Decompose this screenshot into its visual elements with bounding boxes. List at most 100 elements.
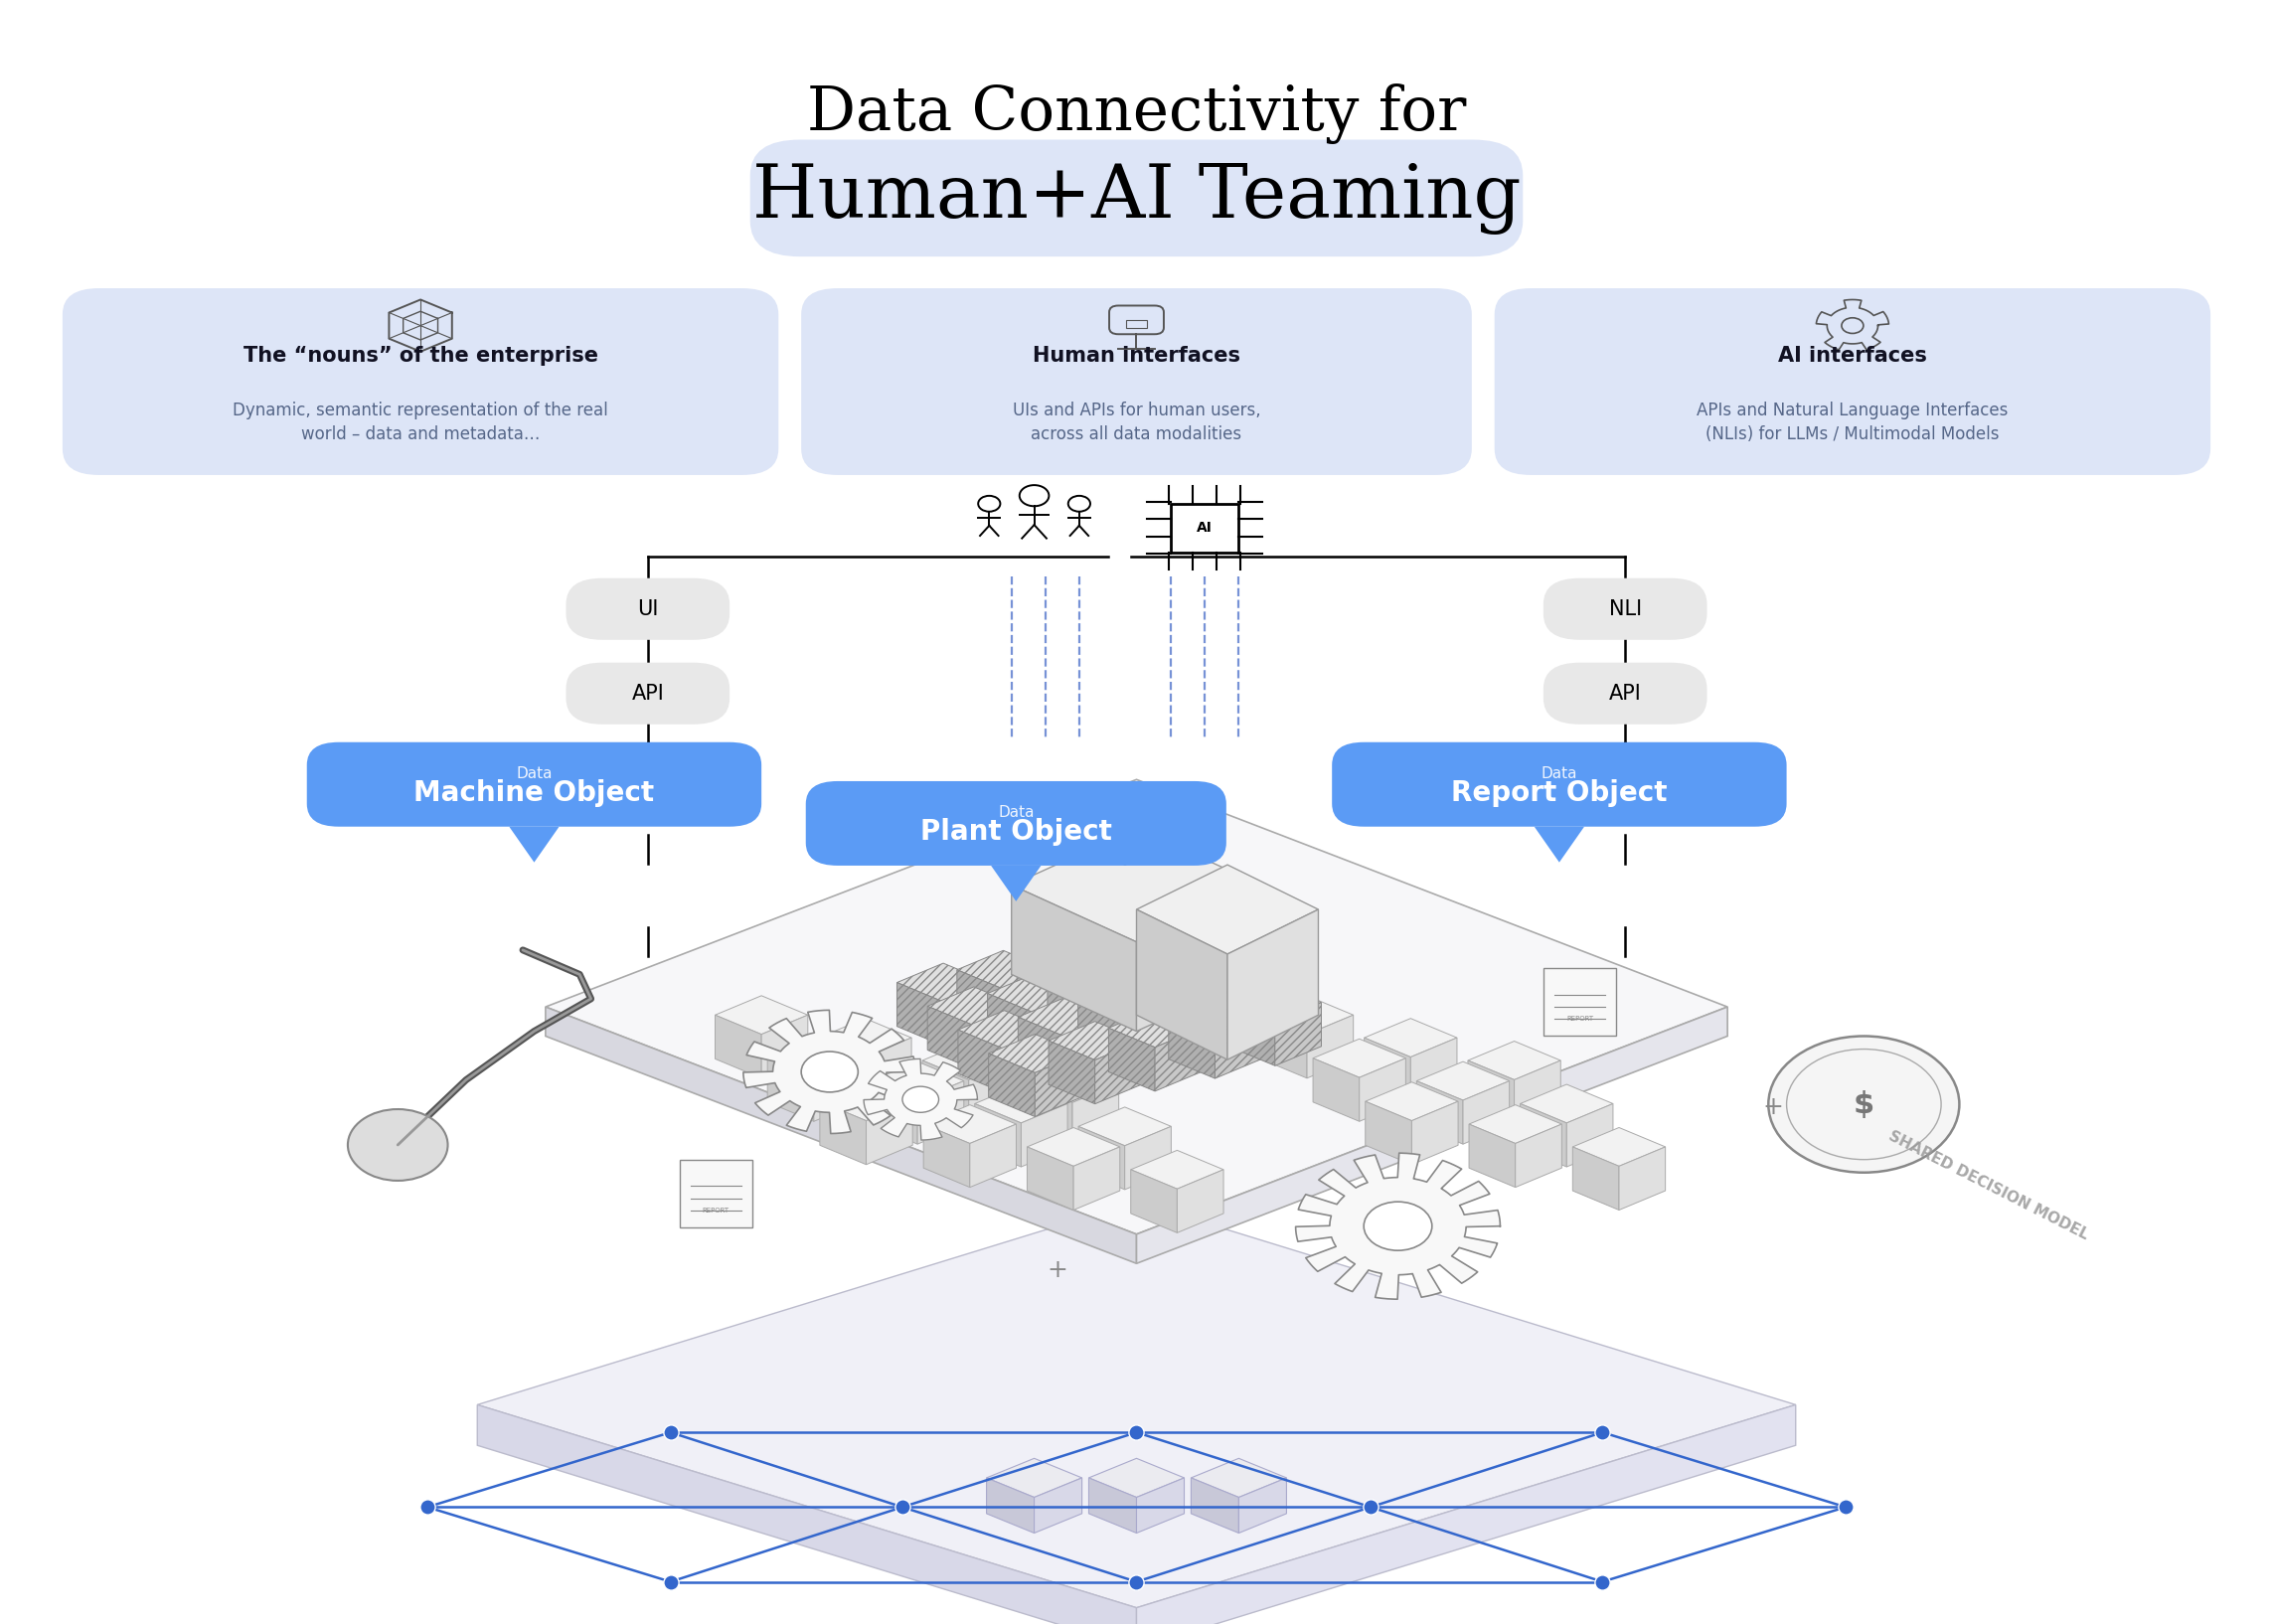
Polygon shape [509, 827, 559, 862]
Text: API: API [1609, 684, 1641, 703]
Polygon shape [1262, 996, 1352, 1034]
Text: +: + [1762, 1096, 1784, 1119]
Polygon shape [1011, 828, 1262, 942]
Polygon shape [1136, 909, 1227, 1060]
Polygon shape [1136, 1007, 1727, 1263]
Polygon shape [1136, 1478, 1184, 1533]
Polygon shape [1064, 1017, 1111, 1080]
Polygon shape [1230, 983, 1321, 1021]
Polygon shape [1130, 1169, 1177, 1233]
Polygon shape [864, 1059, 977, 1140]
Point [409, 1494, 446, 1520]
Polygon shape [1077, 1127, 1125, 1190]
Polygon shape [1155, 968, 1200, 1031]
Polygon shape [1412, 1038, 1457, 1101]
Polygon shape [1125, 1004, 1171, 1067]
Polygon shape [1184, 932, 1230, 996]
Polygon shape [1048, 1021, 1141, 1060]
Polygon shape [1364, 1018, 1457, 1057]
Polygon shape [1077, 1004, 1125, 1067]
Polygon shape [814, 1059, 859, 1122]
FancyBboxPatch shape [800, 289, 1471, 474]
Polygon shape [1016, 957, 1064, 1020]
Polygon shape [1139, 992, 1184, 1056]
Polygon shape [1021, 1104, 1068, 1168]
Text: Data: Data [1541, 767, 1577, 781]
Point [1118, 1419, 1155, 1445]
Polygon shape [871, 1082, 918, 1145]
Circle shape [902, 1086, 939, 1112]
Polygon shape [927, 1007, 973, 1069]
Text: Human+AI Teaming: Human+AI Teaming [752, 162, 1521, 234]
Polygon shape [1262, 1015, 1307, 1078]
Polygon shape [1089, 1458, 1184, 1497]
Point [884, 1494, 921, 1520]
Polygon shape [1198, 979, 1243, 1043]
Polygon shape [1077, 1108, 1171, 1147]
Polygon shape [1239, 1478, 1287, 1533]
Polygon shape [1136, 885, 1262, 1031]
Polygon shape [1168, 996, 1262, 1034]
Polygon shape [1077, 944, 1123, 1007]
Polygon shape [1314, 1039, 1405, 1078]
Polygon shape [1136, 932, 1184, 996]
Polygon shape [818, 1038, 866, 1101]
Text: SHARED DECISION MODEL: SHARED DECISION MODEL [1887, 1129, 2091, 1242]
Text: REPORT: REPORT [702, 1208, 730, 1213]
Polygon shape [923, 1104, 1016, 1143]
Polygon shape [1468, 1124, 1516, 1187]
FancyBboxPatch shape [1543, 968, 1616, 1036]
Polygon shape [1216, 1015, 1262, 1078]
FancyBboxPatch shape [805, 781, 1227, 866]
Polygon shape [1573, 1127, 1666, 1166]
Polygon shape [957, 950, 1050, 989]
Polygon shape [943, 983, 989, 1046]
Polygon shape [1034, 1054, 1082, 1117]
Polygon shape [546, 1007, 1136, 1263]
Polygon shape [1416, 1062, 1509, 1101]
Text: API: API [632, 684, 664, 703]
Text: AI interfaces: AI interfaces [1777, 346, 1928, 365]
FancyBboxPatch shape [680, 1160, 752, 1228]
Polygon shape [1027, 1127, 1121, 1166]
Polygon shape [477, 1202, 1796, 1608]
Polygon shape [1359, 1059, 1405, 1122]
Polygon shape [716, 996, 807, 1034]
Polygon shape [1048, 961, 1141, 1000]
Polygon shape [1109, 1028, 1155, 1091]
Polygon shape [1243, 979, 1291, 1043]
Polygon shape [1048, 981, 1093, 1044]
Polygon shape [1027, 1147, 1073, 1210]
Circle shape [1768, 1036, 1959, 1173]
Polygon shape [1136, 1405, 1796, 1624]
Polygon shape [866, 1038, 911, 1101]
Text: Human interfaces: Human interfaces [1032, 346, 1241, 365]
Polygon shape [768, 1059, 814, 1122]
Polygon shape [1314, 1059, 1359, 1122]
Text: Data: Data [998, 806, 1034, 820]
Polygon shape [1366, 1101, 1412, 1164]
Point [1584, 1569, 1621, 1595]
Polygon shape [986, 1458, 1082, 1497]
Polygon shape [1168, 955, 1214, 1018]
Text: $: $ [1852, 1090, 1875, 1119]
Polygon shape [923, 1060, 968, 1124]
Polygon shape [821, 1082, 911, 1121]
Polygon shape [1107, 968, 1155, 1031]
Polygon shape [1468, 1060, 1514, 1124]
Polygon shape [1125, 1127, 1171, 1190]
Polygon shape [1018, 997, 1111, 1036]
Polygon shape [1064, 957, 1109, 1020]
Polygon shape [1077, 926, 1171, 963]
Polygon shape [1366, 1082, 1457, 1121]
Polygon shape [986, 994, 1034, 1057]
Polygon shape [1130, 1150, 1223, 1189]
Polygon shape [743, 1010, 916, 1134]
Polygon shape [1514, 1060, 1562, 1124]
Polygon shape [1034, 1478, 1082, 1533]
Polygon shape [989, 1054, 1034, 1117]
FancyBboxPatch shape [307, 742, 761, 827]
Polygon shape [923, 1041, 1016, 1080]
Polygon shape [1412, 1101, 1457, 1164]
FancyBboxPatch shape [1171, 503, 1239, 552]
